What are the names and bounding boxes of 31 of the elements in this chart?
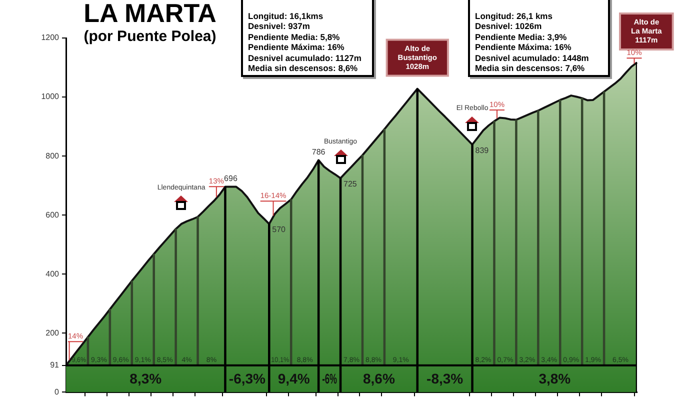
data-label: 786 xyxy=(312,147,326,156)
data-label: 725 xyxy=(344,179,358,188)
annotation: -6% xyxy=(322,372,338,388)
chart-title: LA MARTA xyxy=(84,0,216,28)
bar xyxy=(515,119,518,366)
annotation: Longitud: 16,1kms Desnivel: 937m Pendiente Media: 5,8% Pendiente Máxima: 16% Desnivel acumulado: 1127m Media sin descensos: 8,6% xyxy=(248,11,362,74)
data-label: 570 xyxy=(272,225,286,234)
y-tick-label: 200 xyxy=(46,328,60,338)
y-tick-label: 400 xyxy=(46,269,60,278)
annotation: Longitud: 26,1 kms Desnivel: 1026m Pendiente Media: 3,9% Pendiente Máxima: 16% Desnivel acumulado: 1448m Media sin descensos: 7,6% xyxy=(475,11,589,74)
y-tick-label: 600 xyxy=(46,210,60,220)
y-tick-label: 1000 xyxy=(41,92,60,102)
bar xyxy=(559,100,562,366)
y-tick-label: 1200 xyxy=(41,33,60,42)
annotation: 3,8% xyxy=(538,370,572,387)
annotation: 9,4% xyxy=(278,370,310,387)
bar xyxy=(493,120,496,366)
chart-subtitle: (por Puente Polea) xyxy=(84,28,216,45)
bar xyxy=(152,254,155,366)
annotation: -6,3% xyxy=(228,370,266,387)
bar xyxy=(196,216,199,366)
annotation: 8,6% xyxy=(362,370,396,387)
data-label: 696 xyxy=(224,174,238,183)
annotation: -8,3% xyxy=(426,370,464,387)
data-label: 839 xyxy=(475,146,490,155)
annotation: 8,3% xyxy=(130,370,162,387)
bar xyxy=(174,228,177,366)
y-tick-label: 800 xyxy=(46,151,60,160)
y-tick-label: 0 xyxy=(54,387,60,396)
y-tick-label: 91 xyxy=(50,360,60,370)
bar xyxy=(537,110,540,366)
